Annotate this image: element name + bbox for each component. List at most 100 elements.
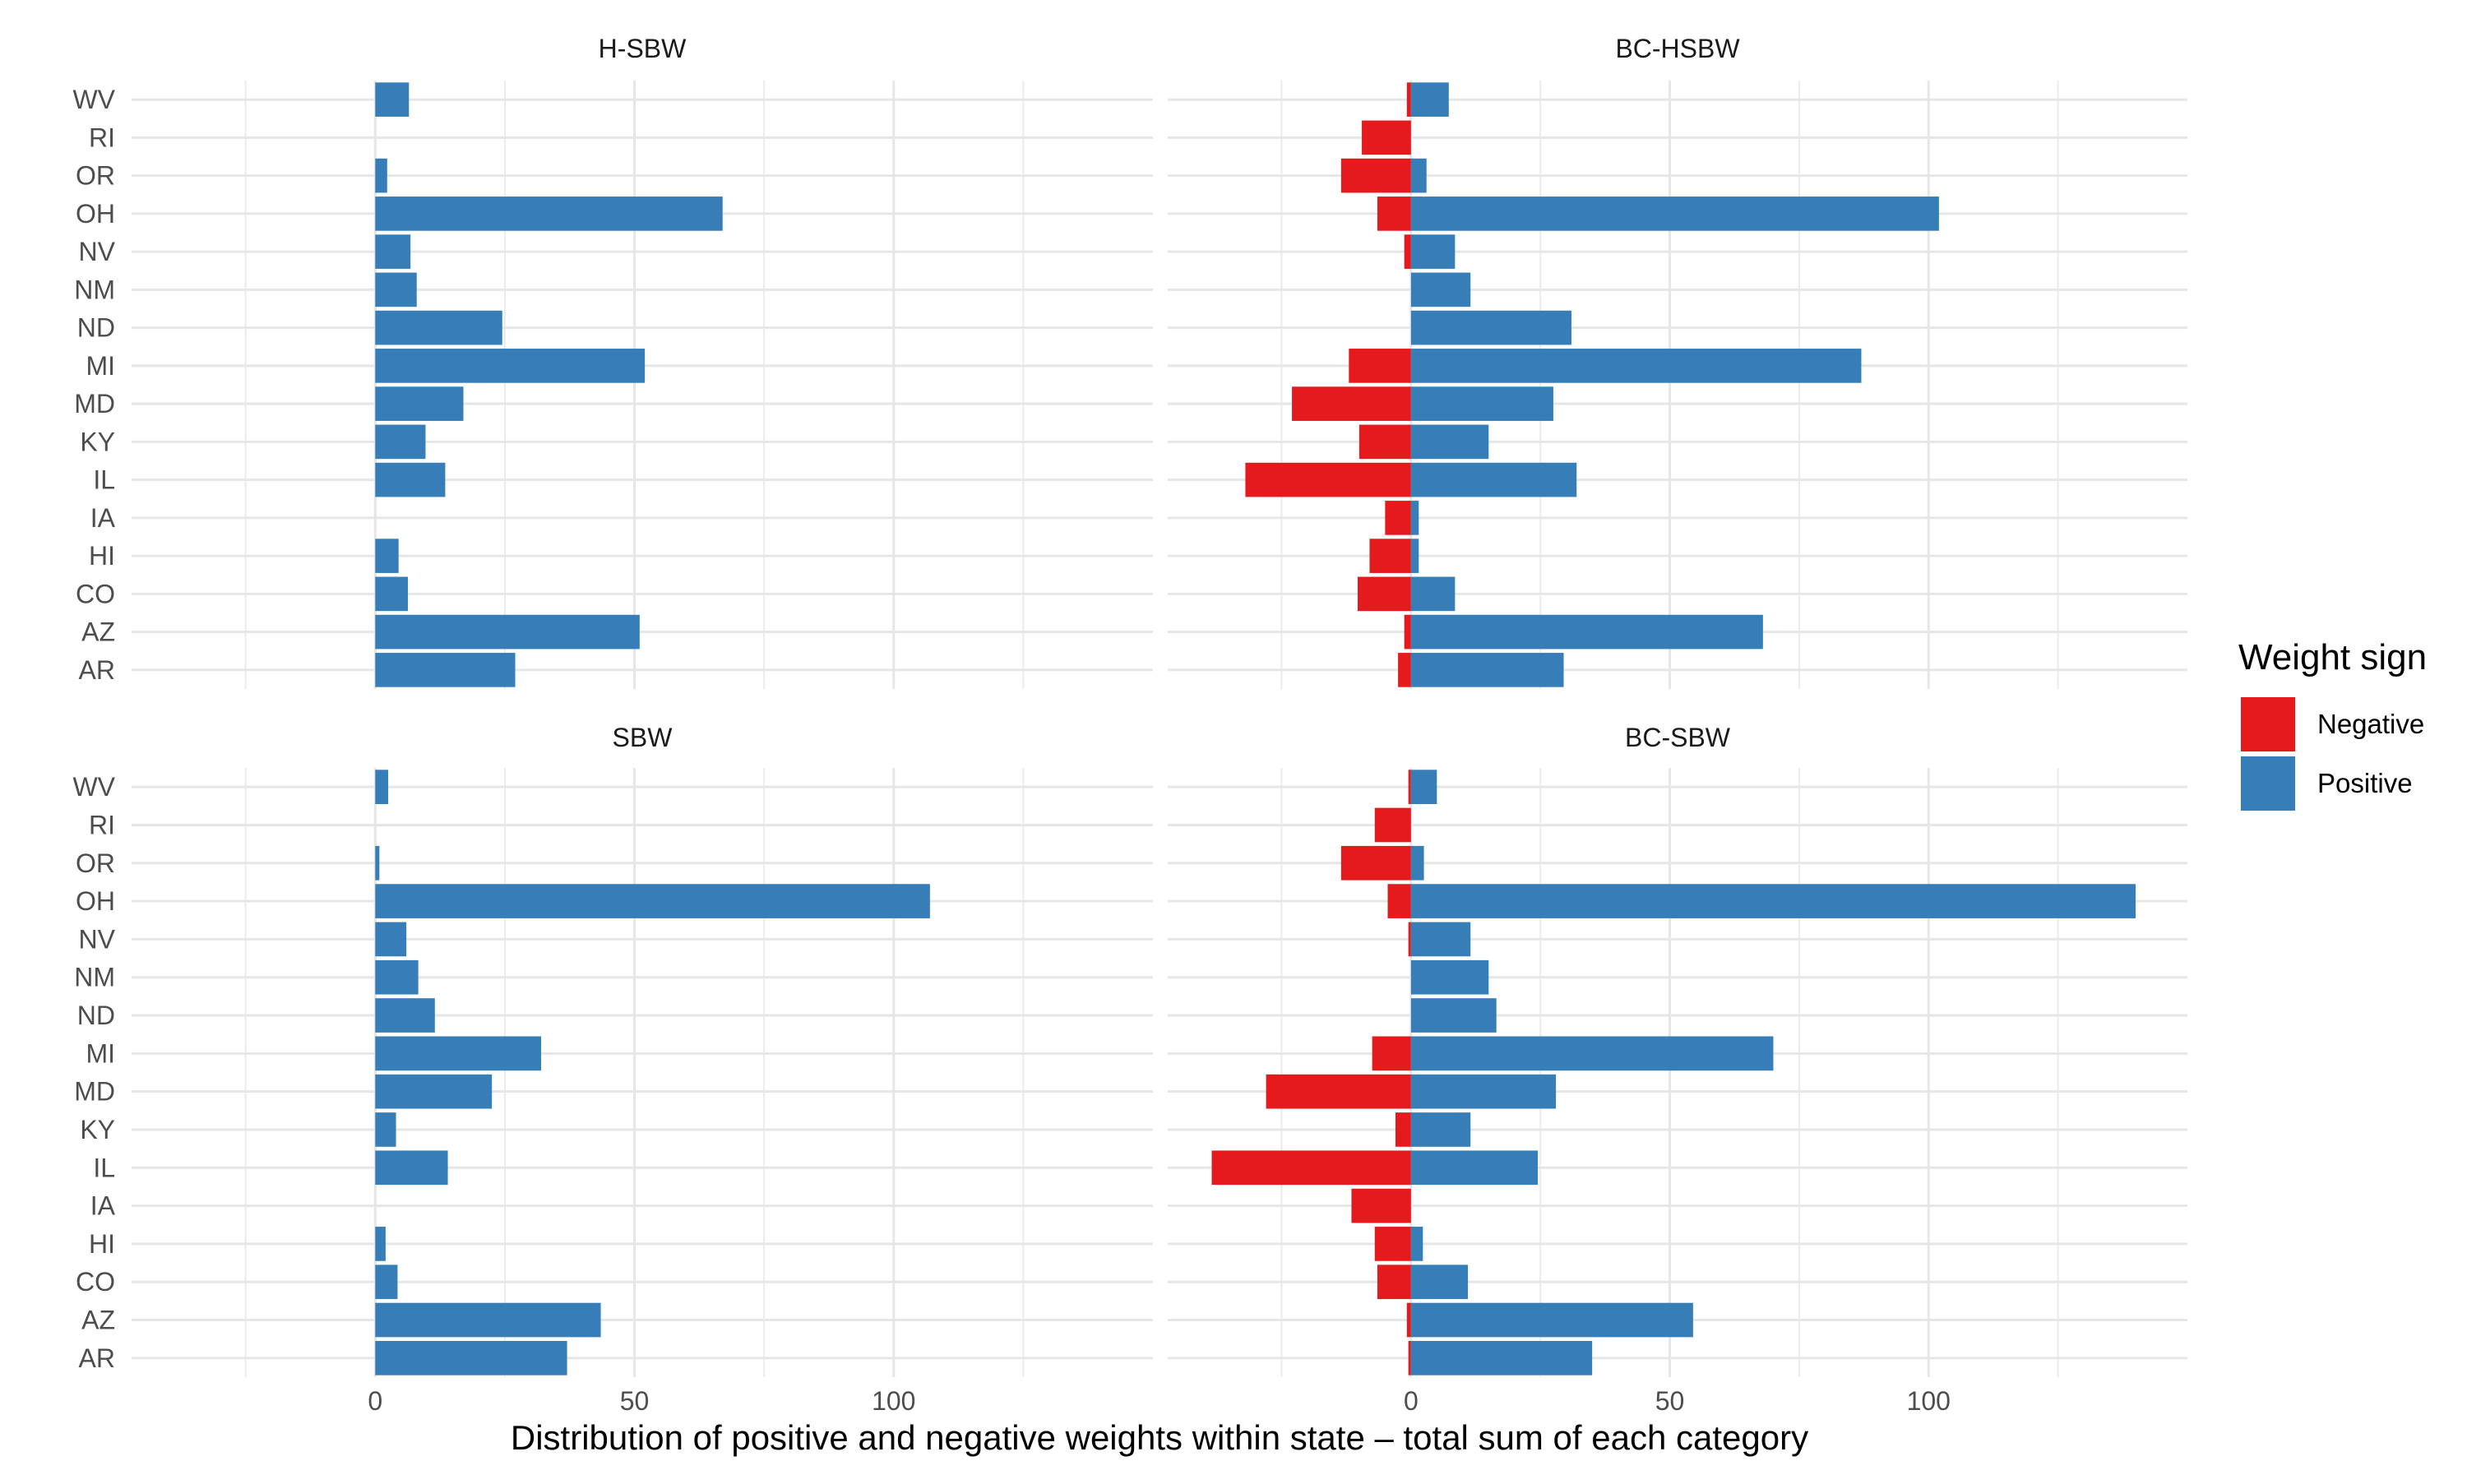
bar-positive bbox=[1410, 196, 1939, 231]
legend-label: Negative bbox=[2317, 709, 2424, 739]
bar-negative bbox=[1385, 501, 1411, 535]
y-tick-label: HI bbox=[89, 1229, 115, 1259]
bar-positive bbox=[1410, 424, 1489, 460]
bar-positive bbox=[1410, 1264, 1469, 1300]
bar-positive bbox=[375, 614, 640, 650]
y-tick-label: MD bbox=[74, 389, 115, 418]
bar-positive bbox=[1410, 462, 1577, 497]
bar-negative bbox=[1404, 614, 1411, 650]
bar-positive bbox=[375, 1264, 398, 1300]
facet-title: H-SBW bbox=[599, 34, 687, 63]
bar-positive bbox=[1410, 234, 1456, 269]
bar-positive bbox=[1410, 349, 1862, 383]
bar-negative bbox=[1374, 1227, 1411, 1261]
legend: Weight sign Negative Positive bbox=[2238, 637, 2427, 811]
y-tick-label: NM bbox=[74, 963, 115, 992]
bar-negative bbox=[1406, 82, 1411, 117]
y-tick-label: OR bbox=[76, 161, 115, 191]
y-tick-label: MD bbox=[74, 1077, 115, 1107]
y-tick-label: NV bbox=[79, 924, 116, 954]
y-tick-label: RI bbox=[89, 123, 115, 152]
bar-positive bbox=[375, 653, 516, 687]
bar-positive bbox=[375, 158, 387, 193]
facet-panel: SBW WV RI OR OH NV NM ND MI MD KY IL IA HI CO AZ AR 0 50 10… bbox=[72, 723, 1153, 1416]
y-tick-label: NM bbox=[74, 275, 115, 304]
bar-positive bbox=[375, 272, 417, 307]
bar-positive bbox=[1410, 386, 1553, 421]
bar-positive bbox=[1410, 922, 1471, 957]
bar-negative bbox=[1340, 158, 1411, 193]
bar-positive bbox=[1410, 1227, 1423, 1261]
bar-positive bbox=[375, 1074, 493, 1109]
bar-negative bbox=[1340, 845, 1411, 881]
x-axis-title: Distribution of positive and negative we… bbox=[511, 1418, 1808, 1457]
bar-positive bbox=[375, 1302, 601, 1338]
facet-panel: H-SBW WV RI OR OH NV NM ND MI MD KY IL IA HI CO AZ AR bbox=[72, 34, 1153, 689]
bar-positive bbox=[1410, 884, 2136, 918]
bar-positive bbox=[375, 998, 435, 1033]
facet-title: BC-SBW bbox=[1625, 723, 1731, 752]
y-tick-label: IA bbox=[90, 503, 116, 533]
bar-positive bbox=[1410, 158, 1427, 193]
bar-positive bbox=[1410, 1150, 1539, 1186]
y-tick-label: AR bbox=[79, 1343, 115, 1373]
bar-negative bbox=[1369, 539, 1411, 573]
bar-negative bbox=[1377, 196, 1411, 231]
facet-title: BC-HSBW bbox=[1615, 34, 1740, 63]
x-tick-label: 0 bbox=[368, 1386, 382, 1416]
bar-negative bbox=[1408, 1341, 1411, 1375]
legend-key-positive bbox=[2241, 756, 2295, 811]
bar-positive bbox=[1410, 1074, 1557, 1109]
y-tick-label: IL bbox=[93, 1153, 115, 1182]
legend-title: Weight sign bbox=[2238, 637, 2427, 677]
bar-negative bbox=[1406, 1302, 1411, 1338]
bar-negative bbox=[1387, 884, 1411, 918]
legend-key-negative bbox=[2241, 697, 2295, 751]
bar-negative bbox=[1358, 424, 1411, 460]
bar-negative bbox=[1408, 770, 1411, 804]
bar-positive bbox=[1410, 959, 1489, 995]
bar-positive bbox=[375, 1150, 448, 1186]
y-tick-label: AZ bbox=[81, 1306, 115, 1335]
y-tick-label: MI bbox=[86, 1038, 115, 1068]
bar-negative bbox=[1372, 1036, 1411, 1071]
bar-positive bbox=[1410, 1341, 1593, 1375]
y-tick-label: ND bbox=[77, 1001, 115, 1030]
legend-label: Positive bbox=[2317, 768, 2413, 798]
bar-positive bbox=[375, 770, 389, 804]
bar-negative bbox=[1292, 386, 1411, 421]
y-tick-label: IL bbox=[93, 465, 115, 495]
bar-negative bbox=[1374, 807, 1411, 843]
bar-positive bbox=[375, 424, 426, 460]
y-tick-label: KY bbox=[80, 427, 115, 456]
bar-negative bbox=[1408, 922, 1411, 957]
bar-positive bbox=[1410, 845, 1424, 881]
bar-negative bbox=[1377, 1264, 1411, 1300]
x-tick-label: 50 bbox=[620, 1386, 650, 1416]
y-tick-label: WV bbox=[72, 85, 115, 114]
y-tick-label: HI bbox=[89, 541, 115, 571]
bar-positive bbox=[1410, 272, 1471, 307]
bar-negative bbox=[1358, 576, 1411, 612]
bar-positive bbox=[375, 884, 930, 918]
bar-positive bbox=[375, 1341, 567, 1375]
bar-positive bbox=[1410, 539, 1419, 573]
y-tick-label: IA bbox=[90, 1191, 116, 1221]
bar-positive bbox=[375, 959, 419, 995]
bar-positive bbox=[375, 82, 410, 117]
y-tick-label: OH bbox=[76, 886, 115, 916]
y-tick-label: AZ bbox=[81, 617, 115, 647]
y-tick-label: CO bbox=[76, 1267, 115, 1297]
bar-negative bbox=[1404, 234, 1411, 269]
bar-positive bbox=[375, 386, 464, 421]
bar-positive bbox=[1410, 82, 1449, 117]
x-tick-label: 100 bbox=[1907, 1386, 1951, 1416]
y-tick-label: RI bbox=[89, 810, 115, 839]
y-tick-label: OR bbox=[76, 848, 115, 878]
bar-positive bbox=[1410, 770, 1437, 804]
y-tick-label: AR bbox=[79, 655, 115, 685]
bar-negative bbox=[1351, 1188, 1411, 1223]
bar-positive bbox=[1410, 1112, 1471, 1147]
bar-positive bbox=[375, 349, 646, 383]
